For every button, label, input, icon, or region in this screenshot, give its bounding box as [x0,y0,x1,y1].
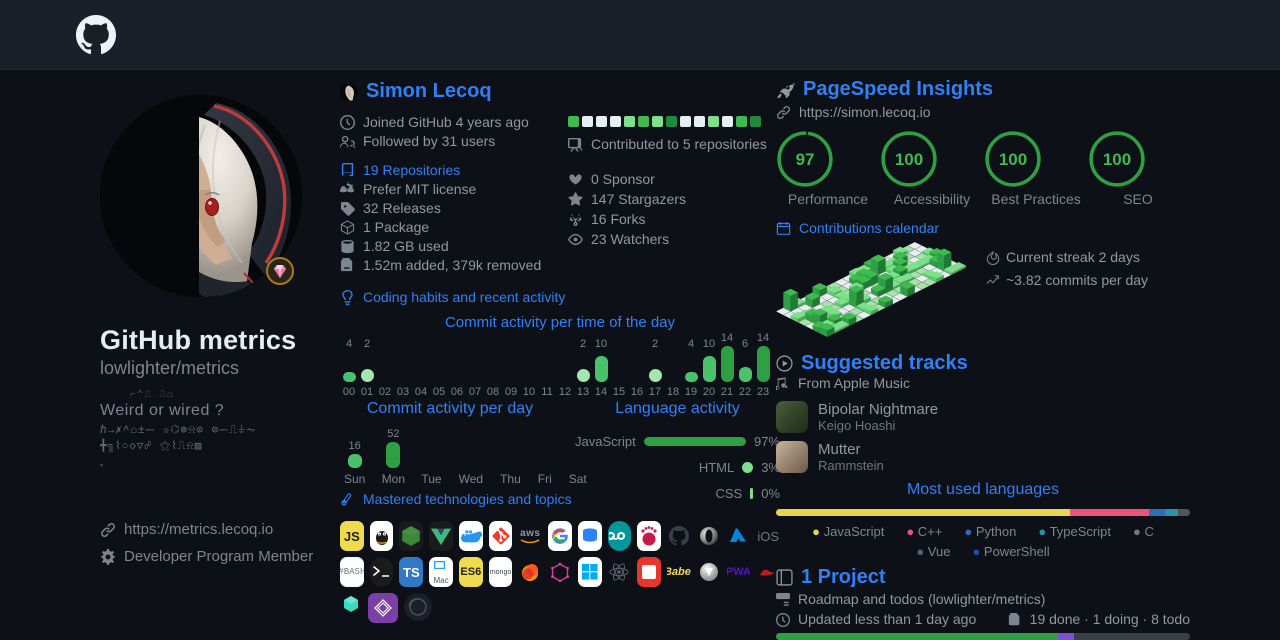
svg-text:100: 100 [1103,150,1131,169]
svg-text:97: 97 [796,150,815,169]
svg-text:100: 100 [895,150,923,169]
svg-text:100: 100 [999,150,1027,169]
